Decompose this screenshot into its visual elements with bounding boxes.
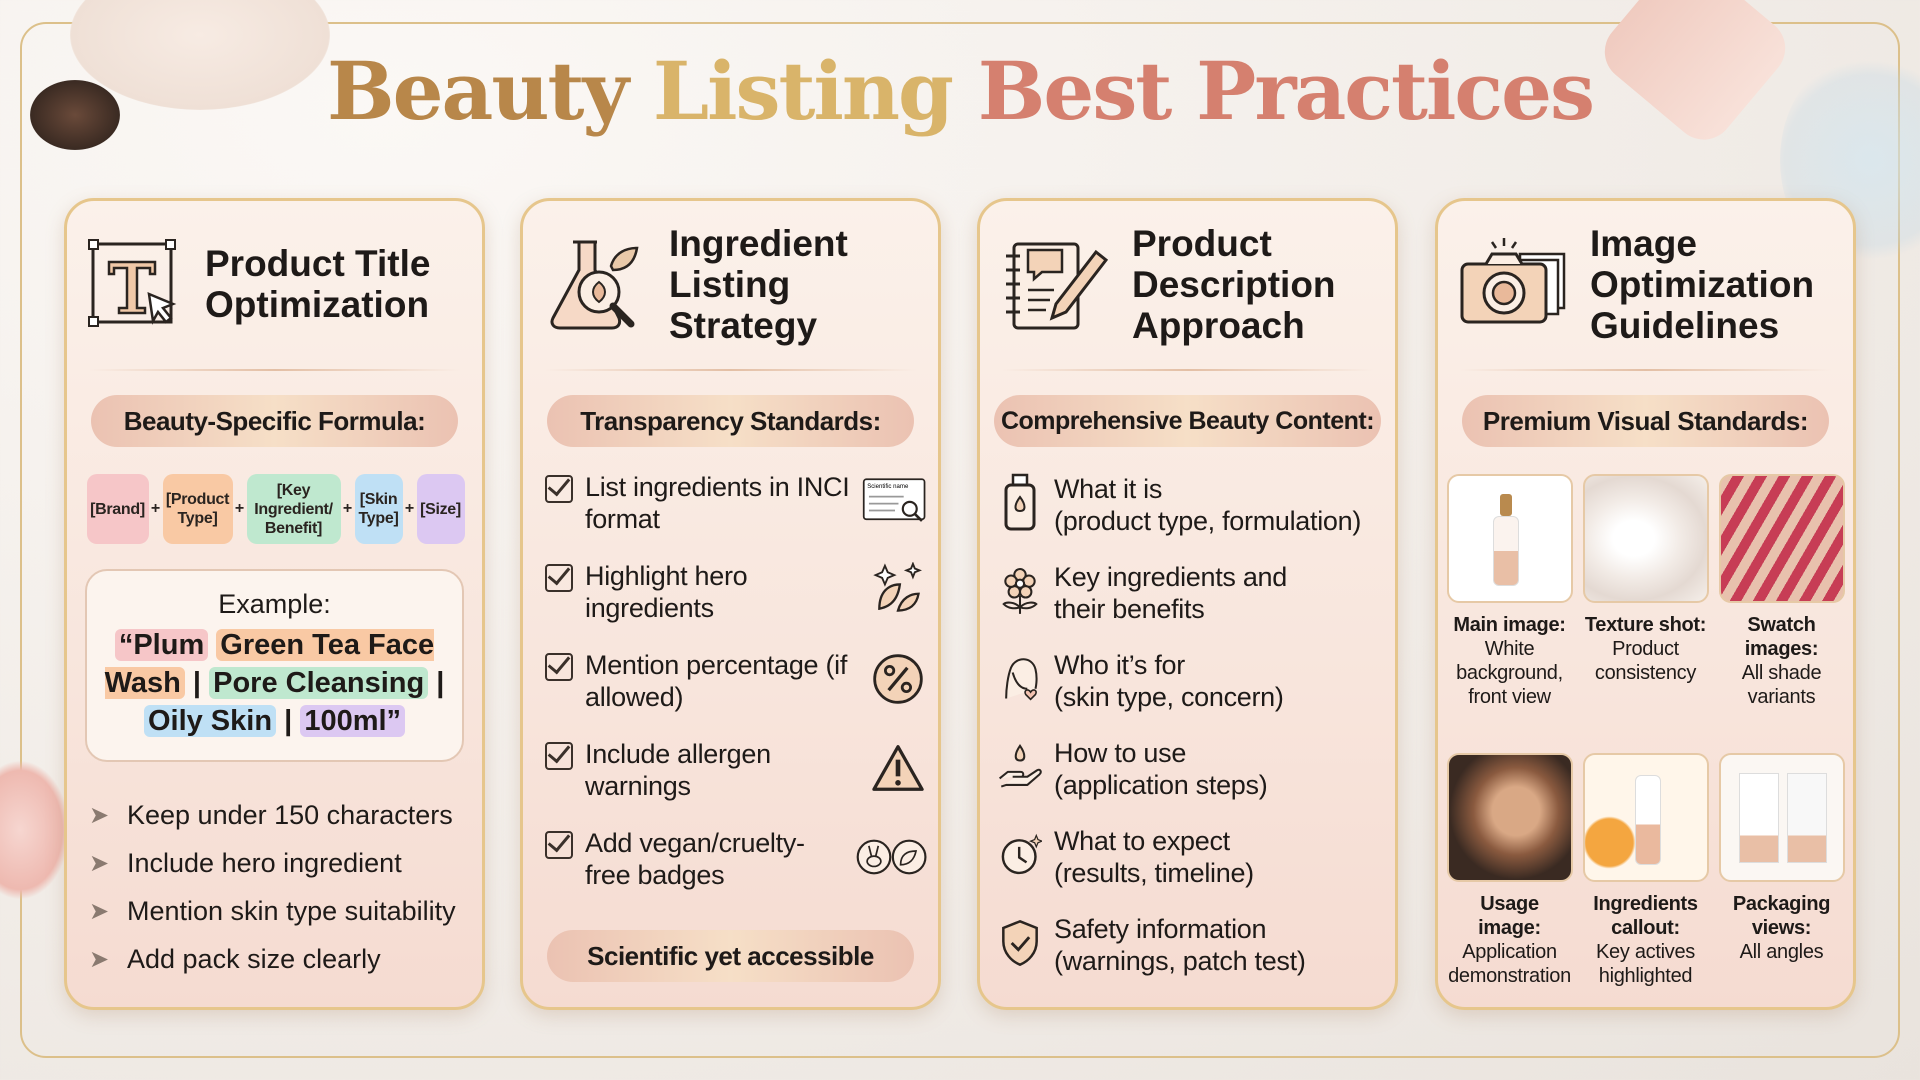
lipstick-swatch-image [1718,474,1845,603]
image-tile-main: Main image: White background, front view [1446,474,1573,753]
card-title: Product Title Optimization [205,243,431,325]
clock-sparkle-icon [998,825,1042,885]
woman-face-icon [998,649,1042,709]
camera-photos-icon [1460,238,1566,324]
chevron-right-icon: ➤ [89,849,110,877]
card-title: Product Description Approach [1132,222,1336,346]
formula-chips: [Brand] + [Product Type] + [Key Ingredie… [77,474,474,544]
checkbox-checked-icon [545,475,573,503]
tips-list: ➤ Keep under 150 characters ➤ Include hero… [89,791,472,983]
shield-check-icon [998,913,1042,973]
image-tile-texture: Texture shot: Product consistency [1582,474,1709,753]
checkbox-checked-icon [545,742,573,770]
list-item: ➤ Mention skin type suitability [89,895,456,926]
example-skin-type: Oily Skin [143,705,277,737]
list-item: ➤ Keep under 150 characters [89,799,453,830]
list-item: ➤ Include hero ingredient [89,847,402,878]
separator: | [284,705,293,737]
image-tile-usage: Usage image: Application demonstration [1446,753,1573,1032]
checkbox-checked-icon [545,831,573,859]
divider [1460,369,1831,371]
list-item: Add vegan/cruelty-free badges [545,827,928,916]
chip-size: [Size] [416,474,465,544]
chevron-right-icon: ➤ [89,945,110,973]
list-item: Highlight hero ingredients [545,560,928,649]
plus-sign: + [150,500,161,517]
percent-badge-icon [868,649,928,709]
flower-icon [998,561,1042,621]
chip-skin-type: [Skin Type] [354,474,403,544]
example-size: 100ml” [300,705,406,737]
vitamin-c-serum-image [1582,753,1709,882]
page-title: Beauty Listing Best Practices [327,44,1595,138]
image-tile-ingredients: Ingredients callout: Key actives highligh… [1582,753,1709,1032]
content-pill: Comprehensive Beauty Content: [994,395,1381,447]
chip-brand: [Brand] [86,474,149,544]
list-item: List ingredients in INCI format Scientifi… [545,471,928,560]
list-item: Who it’s for (skin type, concern) [998,649,1389,737]
svg-text:Scientific name: Scientific name [867,484,909,490]
list-item: What to expect (results, timeline) [998,825,1389,913]
card-product-title: Product Title Optimization Beauty-Specif… [64,198,485,1010]
chevron-right-icon: ➤ [89,801,110,829]
scientific-name-label-icon: Scientific name [862,471,928,531]
list-item: Key ingredients and their benefits [998,561,1389,649]
decorative-frame [20,22,1900,1058]
formula-pill: Beauty-Specific Formula: [91,395,458,447]
plus-sign: + [342,500,353,517]
list-item: What it is (product type, formulation) [998,473,1389,561]
footer-pill: Scientific yet accessible [547,930,914,982]
sparkle-leaf-icon [868,560,928,620]
checkbox-checked-icon [545,564,573,592]
chip-product-type: [Product Type] [162,474,233,544]
plus-sign: + [404,500,415,517]
image-tile-packaging: Packaging views: All angles [1718,753,1845,1032]
list-item: Safety information (warnings, patch test) [998,913,1389,1001]
example-benefit: Pore Cleansing [209,667,429,699]
woman-applying-image [1446,753,1573,882]
card-image-optimization: Image Optimization Guidelines Premium Vi… [1435,198,1856,1010]
bottle-drop-icon [998,473,1042,533]
visual-standards-pill: Premium Visual Standards: [1462,395,1829,447]
example-box: Example: “Plum Green Tea Face Wash | Por… [85,569,464,762]
transparency-pill: Transparency Standards: [547,395,914,447]
chip-key-ingredient: [Key Ingredient/ Benefit] [246,474,341,544]
list-item: How to use (application steps) [998,737,1389,825]
warning-triangle-icon [868,738,928,798]
list-item: ➤ Add pack size clearly [89,943,381,974]
card-ingredient-listing: Ingredient Listing Strategy Transparency… [520,198,941,1010]
makeup-brush-decoration [30,80,120,150]
example-brand: “Plum [114,629,209,661]
checkbox-checked-icon [545,653,573,681]
packaging-box-image [1718,753,1845,882]
separator: | [436,667,445,699]
flask-magnifier-leaf-icon [550,240,639,330]
bunny-leaf-badges-icon [856,827,928,887]
divider [89,369,460,371]
title-text-cursor-icon [88,239,177,327]
cream-texture-image [1582,474,1709,603]
serum-bottle-image [1446,474,1573,603]
plus-sign: + [234,500,245,517]
list-item: Mention percentage (if allowed) [545,649,928,738]
card-title: Image Optimization Guidelines [1590,222,1815,346]
separator: | [192,667,202,699]
chevron-right-icon: ➤ [89,897,110,925]
image-tile-swatch: Swatch images: All shade variants [1718,474,1845,753]
example-label: Example: [218,589,331,619]
divider [1002,369,1373,371]
card-product-description: Product Description Approach Comprehensi… [977,198,1398,1010]
list-item: Include allergen warnings [545,738,928,827]
card-title: Ingredient Listing Strategy [669,222,848,346]
divider [545,369,916,371]
notebook-pen-icon [1006,242,1109,330]
hand-drop-icon [998,737,1042,797]
